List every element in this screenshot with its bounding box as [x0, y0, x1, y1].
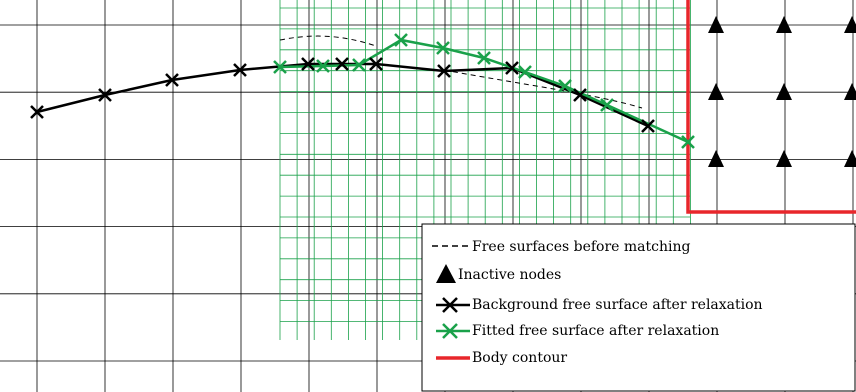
- background-node: [641, 119, 655, 133]
- background-free-surface: [36, 62, 649, 128]
- legend-box: [421, 223, 856, 392]
- background-node: [369, 57, 383, 71]
- fitted-node: [316, 59, 330, 73]
- inactive-node: [776, 83, 792, 100]
- legend-label: Body contour: [472, 350, 567, 366]
- fitted-node: [600, 98, 614, 112]
- fitted-node: [518, 65, 532, 79]
- inactive-node: [708, 150, 724, 167]
- legend-label: Fitted free surface after relaxation: [472, 323, 719, 339]
- inactive-node: [844, 83, 856, 100]
- background-node: [505, 61, 519, 75]
- legend-triangle: [436, 264, 456, 283]
- background-node: [98, 88, 112, 102]
- fitted-node: [436, 41, 450, 55]
- legend-label: Free surfaces before matching: [472, 239, 690, 255]
- background-node: [335, 57, 349, 71]
- background-node: [301, 57, 315, 71]
- fitted-node: [394, 33, 408, 47]
- inactive-node: [708, 83, 724, 100]
- inactive-node: [776, 16, 792, 33]
- background-node: [573, 88, 587, 102]
- legend: Free surfaces before matching Inactive n…: [421, 223, 856, 392]
- legend-black-line: [436, 297, 470, 313]
- fitted-node: [352, 58, 366, 72]
- background-node: [165, 73, 179, 87]
- body-contour: [686, 0, 856, 214]
- legend-label: Inactive nodes: [458, 267, 561, 283]
- free-surface-before: [279, 35, 643, 109]
- background-node: [30, 105, 44, 119]
- background-node: [233, 63, 247, 77]
- fitted-free-surface: [279, 38, 689, 144]
- inactive-node: [776, 150, 792, 167]
- legend-label: Background free surface after relaxation: [472, 297, 763, 313]
- legend-green-line: [436, 323, 470, 339]
- inactive-node: [844, 150, 856, 167]
- fitted-node: [273, 60, 287, 74]
- fitted-node: [558, 79, 572, 93]
- inactive-node: [844, 16, 856, 33]
- background-node: [437, 64, 451, 78]
- inactive-node: [708, 16, 724, 33]
- markers: [30, 16, 856, 167]
- fitted-node: [681, 135, 695, 149]
- fitted-node: [477, 51, 491, 65]
